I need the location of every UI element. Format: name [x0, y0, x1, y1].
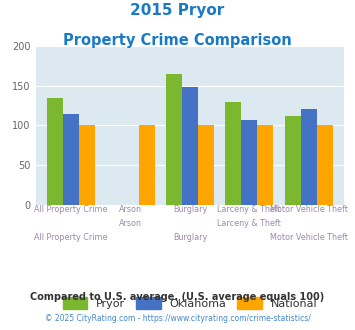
Bar — [79, 125, 95, 205]
Bar — [301, 109, 317, 205]
Text: Burglary: Burglary — [173, 233, 207, 242]
Text: Arson: Arson — [119, 205, 142, 214]
Text: © 2025 CityRating.com - https://www.cityrating.com/crime-statistics/: © 2025 CityRating.com - https://www.city… — [45, 314, 310, 323]
Bar — [241, 120, 257, 205]
Legend: Pryor, Oklahoma, National: Pryor, Oklahoma, National — [58, 292, 322, 314]
Bar — [257, 125, 273, 205]
Bar — [166, 74, 182, 205]
Text: Motor Vehicle Theft: Motor Vehicle Theft — [270, 233, 348, 242]
Text: Motor Vehicle Theft: Motor Vehicle Theft — [270, 205, 348, 214]
Bar — [285, 116, 301, 205]
Text: Burglary: Burglary — [173, 205, 207, 214]
Text: Property Crime Comparison: Property Crime Comparison — [63, 33, 292, 48]
Text: All Property Crime: All Property Crime — [34, 205, 108, 214]
Text: Arson: Arson — [119, 219, 142, 228]
Bar — [63, 114, 79, 205]
Text: All Property Crime: All Property Crime — [34, 233, 108, 242]
Bar — [225, 102, 241, 205]
Bar — [198, 125, 214, 205]
Text: Larceny & Theft: Larceny & Theft — [218, 219, 281, 228]
Bar — [317, 125, 333, 205]
Bar — [182, 86, 198, 205]
Bar — [47, 98, 63, 205]
Bar — [138, 125, 154, 205]
Text: 2015 Pryor: 2015 Pryor — [130, 3, 225, 18]
Text: Compared to U.S. average. (U.S. average equals 100): Compared to U.S. average. (U.S. average … — [31, 292, 324, 302]
Text: Larceny & Theft: Larceny & Theft — [218, 205, 281, 214]
